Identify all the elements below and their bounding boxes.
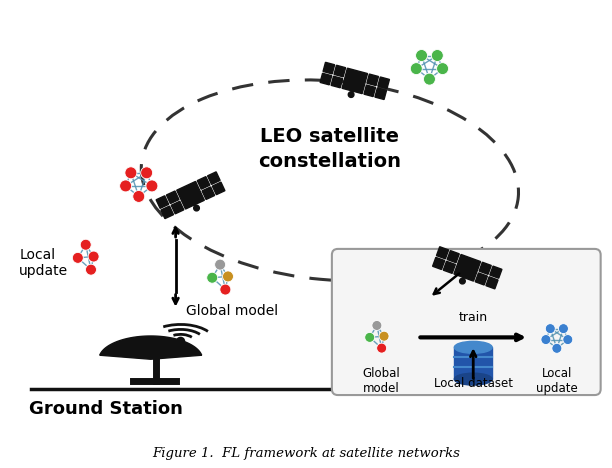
FancyBboxPatch shape xyxy=(332,249,600,395)
Text: Global model: Global model xyxy=(186,304,278,317)
Bar xyxy=(207,172,220,184)
Circle shape xyxy=(365,332,375,343)
Text: Figure 1.  FL framework at satellite networks: Figure 1. FL framework at satellite netw… xyxy=(152,446,460,460)
Circle shape xyxy=(376,343,387,353)
Bar xyxy=(342,68,368,94)
Circle shape xyxy=(436,63,449,74)
Circle shape xyxy=(545,324,555,334)
Bar xyxy=(447,250,459,263)
Bar xyxy=(334,65,346,77)
Bar xyxy=(486,277,498,289)
Bar xyxy=(197,176,210,189)
Bar xyxy=(171,201,184,214)
Bar xyxy=(454,255,480,281)
Circle shape xyxy=(372,321,382,330)
Circle shape xyxy=(207,272,218,283)
Circle shape xyxy=(120,180,132,192)
Circle shape xyxy=(223,271,233,282)
Bar xyxy=(364,85,376,96)
Bar xyxy=(436,247,449,259)
Circle shape xyxy=(141,167,152,179)
Bar xyxy=(323,62,335,74)
Circle shape xyxy=(541,335,551,344)
Bar xyxy=(166,191,179,204)
Circle shape xyxy=(215,259,226,270)
Bar xyxy=(443,261,455,273)
Circle shape xyxy=(410,63,422,74)
Bar xyxy=(479,262,491,274)
Circle shape xyxy=(431,50,443,61)
Circle shape xyxy=(379,331,389,341)
Circle shape xyxy=(552,344,562,353)
Text: Local
update: Local update xyxy=(536,367,578,395)
Circle shape xyxy=(133,190,144,202)
Text: train: train xyxy=(458,312,488,324)
Bar xyxy=(177,182,204,209)
Text: Local
update: Local update xyxy=(20,248,69,278)
Bar xyxy=(375,88,387,100)
Circle shape xyxy=(460,278,465,284)
Circle shape xyxy=(348,92,354,97)
Text: LEO satellite
constellation: LEO satellite constellation xyxy=(258,126,401,170)
Bar xyxy=(367,74,378,86)
Bar xyxy=(378,77,389,88)
Circle shape xyxy=(146,180,158,192)
Bar xyxy=(454,347,492,379)
Text: Ground Station: Ground Station xyxy=(29,400,183,418)
Bar xyxy=(202,187,215,199)
Circle shape xyxy=(424,73,435,85)
Bar xyxy=(433,257,445,270)
Circle shape xyxy=(193,205,200,211)
Text: Global
model: Global model xyxy=(363,367,400,395)
Bar xyxy=(161,206,173,219)
Circle shape xyxy=(86,264,97,275)
Ellipse shape xyxy=(454,373,492,385)
Text: Local dataset: Local dataset xyxy=(434,377,513,390)
Bar xyxy=(490,266,502,278)
Circle shape xyxy=(177,337,185,345)
Circle shape xyxy=(72,252,83,263)
Bar xyxy=(156,196,169,208)
Polygon shape xyxy=(100,336,202,359)
Circle shape xyxy=(563,335,573,344)
Circle shape xyxy=(125,167,137,179)
Bar xyxy=(476,273,487,285)
Bar xyxy=(212,182,225,195)
Circle shape xyxy=(88,251,99,262)
Circle shape xyxy=(80,239,91,250)
Ellipse shape xyxy=(454,341,492,353)
Circle shape xyxy=(416,50,428,61)
Circle shape xyxy=(220,284,231,295)
Circle shape xyxy=(558,324,569,334)
Bar xyxy=(320,73,332,85)
Bar xyxy=(331,76,343,88)
